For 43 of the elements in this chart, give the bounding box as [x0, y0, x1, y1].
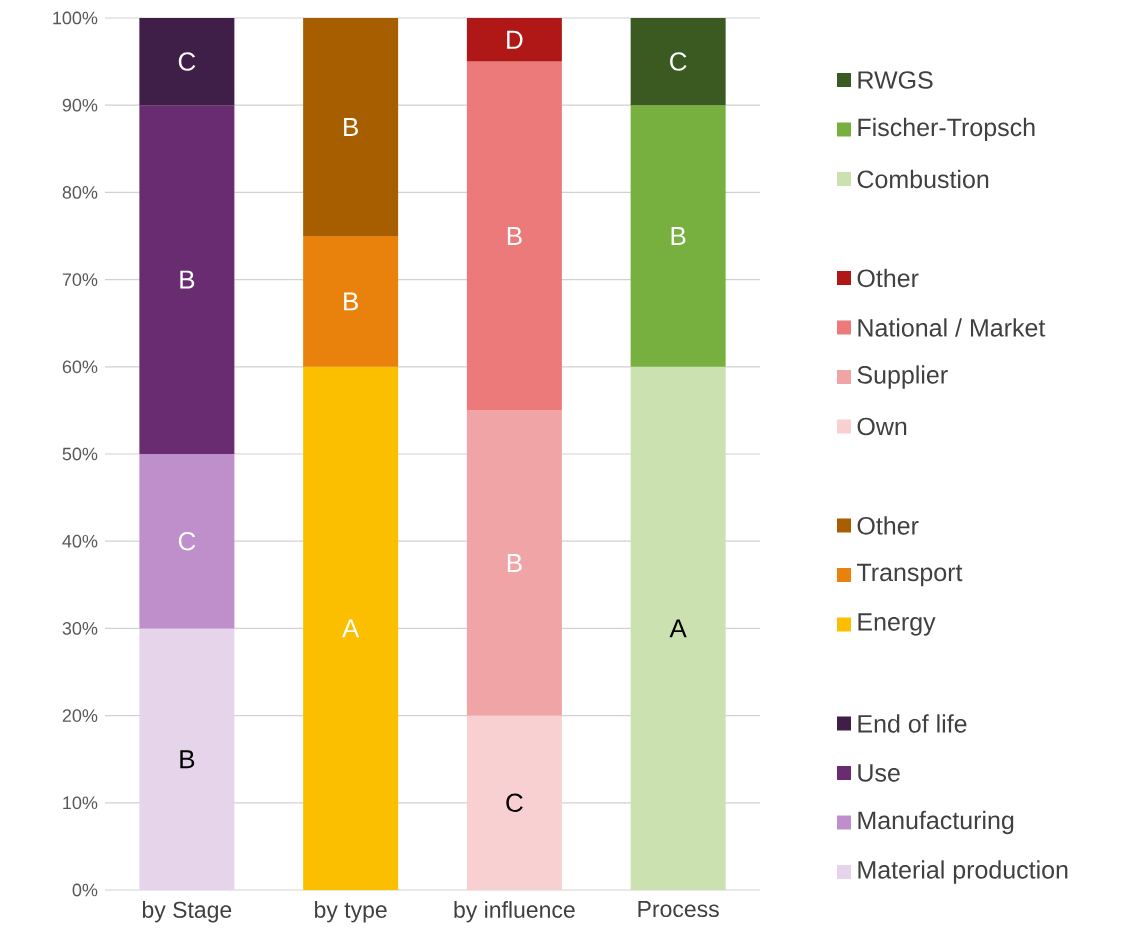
legend-label: Manufacturing — [858, 810, 1014, 835]
y-tick-label: 50% — [62, 447, 98, 461]
y-tick-label: 100% — [53, 11, 98, 25]
data-label: D — [507, 30, 523, 49]
y-tick-label: 80% — [62, 186, 98, 199]
data-label: C — [178, 531, 196, 551]
legend-label: Combustion — [857, 169, 989, 189]
legend-label: Other — [857, 268, 919, 288]
y-tick-label: 30% — [62, 622, 98, 635]
data-label: B — [180, 750, 195, 769]
data-label: A — [669, 619, 687, 638]
y-tick-label: 40% — [62, 534, 98, 548]
x-tick-label: Process — [638, 901, 719, 918]
data-label: C — [506, 793, 523, 812]
y-tick-label: 20% — [62, 709, 98, 722]
data-label: B — [671, 227, 686, 245]
legend-label: National / Market — [858, 318, 1046, 337]
y-tick-label: 60% — [62, 360, 98, 374]
y-tick-label: 0% — [72, 883, 98, 897]
legend-label: Own — [857, 417, 907, 436]
data-label: B — [344, 292, 358, 311]
x-tick-label: by type — [315, 901, 387, 923]
data-label: B — [180, 270, 195, 289]
legend-label: Energy — [858, 613, 936, 636]
y-tick-label: 70% — [62, 273, 98, 286]
legend-label: Fischer-Tropsch — [858, 117, 1035, 142]
data-label: C — [178, 52, 196, 71]
y-tick-label: 90% — [62, 98, 98, 112]
x-tick-label: by Stage — [142, 901, 232, 923]
data-label: B — [507, 554, 522, 572]
legend-label: Other — [857, 516, 919, 535]
legend-label: Transport — [856, 563, 963, 587]
legend-label: Supplier — [857, 365, 948, 389]
x-tick-label: by influence — [454, 901, 575, 923]
data-label: A — [342, 619, 360, 638]
legend-label: Use — [858, 764, 900, 782]
legend-label: End of life — [858, 714, 967, 733]
data-label: B — [507, 227, 522, 245]
data-label: C — [670, 52, 687, 71]
legend-label: Material production — [858, 860, 1068, 884]
data-label: B — [344, 118, 358, 136]
legend-label: RWGS — [858, 71, 933, 89]
y-tick-label: 10% — [63, 796, 98, 810]
